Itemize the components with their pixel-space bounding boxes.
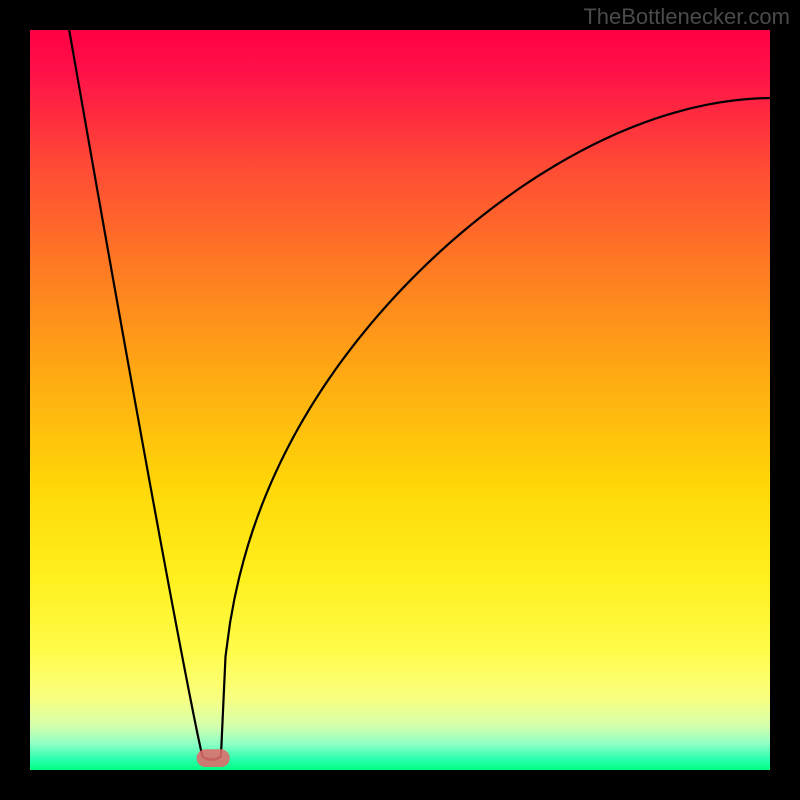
chart-container: TheBottlenecker.com bbox=[0, 0, 800, 800]
plot-background bbox=[30, 30, 770, 770]
watermark-label: TheBottlenecker.com bbox=[583, 4, 790, 30]
bottleneck-chart bbox=[0, 0, 800, 800]
vertex-marker bbox=[197, 749, 230, 767]
